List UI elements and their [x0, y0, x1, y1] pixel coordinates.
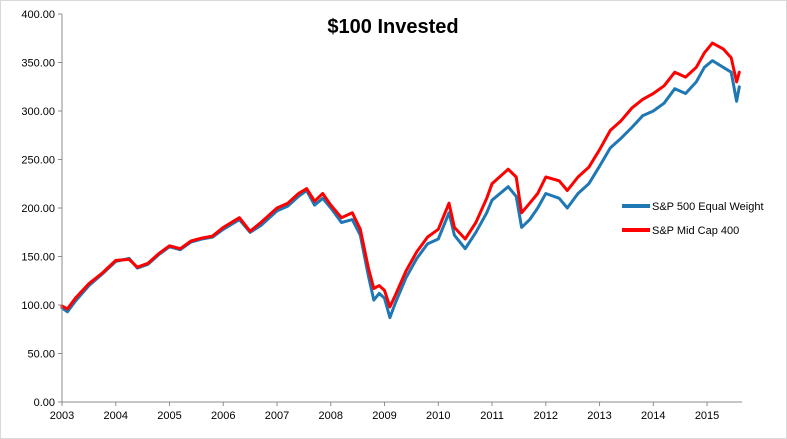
x-tick-label: 2003	[50, 410, 74, 422]
series-line-2	[60, 41, 741, 311]
series-layer	[60, 41, 741, 320]
x-tick-label: 2009	[372, 410, 396, 422]
y-tick-label: 200.00	[21, 203, 55, 215]
x-tick-label: 2013	[587, 410, 611, 422]
x-tick-label: 2015	[695, 410, 719, 422]
y-tick-label: 0.00	[34, 397, 55, 409]
legend: S&P 500 Equal Weight S&P Mid Cap 400	[622, 201, 764, 237]
y-axis-ticks: 0.00 50.00 100.00 150.00 200.00 250.00 300.00 3…	[21, 9, 62, 409]
y-tick-label: 150.00	[21, 252, 55, 264]
chart-title: $100 Invested	[327, 16, 458, 38]
series-line-1	[60, 59, 741, 320]
y-tick-label: 50.00	[27, 349, 55, 361]
y-tick-label: 100.00	[21, 300, 55, 312]
x-tick-label: 2005	[157, 410, 181, 422]
legend-label: S&P 500 Equal Weight	[652, 201, 764, 213]
x-tick-label: 2007	[265, 410, 289, 422]
y-tick-label: 300.00	[21, 106, 55, 118]
x-tick-label: 2014	[641, 410, 665, 422]
x-tick-label: 2004	[104, 410, 128, 422]
y-tick-label: 250.00	[21, 155, 55, 167]
x-axis-ticks: 2003 2004 2005 2006 2007 2008 2009 2010 2011 2012…	[50, 402, 719, 422]
x-tick-label: 2010	[426, 410, 450, 422]
x-tick-label: 2008	[319, 410, 343, 422]
y-tick-label: 350.00	[21, 58, 55, 70]
x-tick-label: 2006	[211, 410, 235, 422]
legend-label: S&P Mid Cap 400	[652, 225, 739, 237]
y-tick-label: 400.00	[21, 9, 55, 21]
x-tick-label: 2012	[534, 410, 558, 422]
x-tick-label: 2011	[480, 410, 504, 422]
